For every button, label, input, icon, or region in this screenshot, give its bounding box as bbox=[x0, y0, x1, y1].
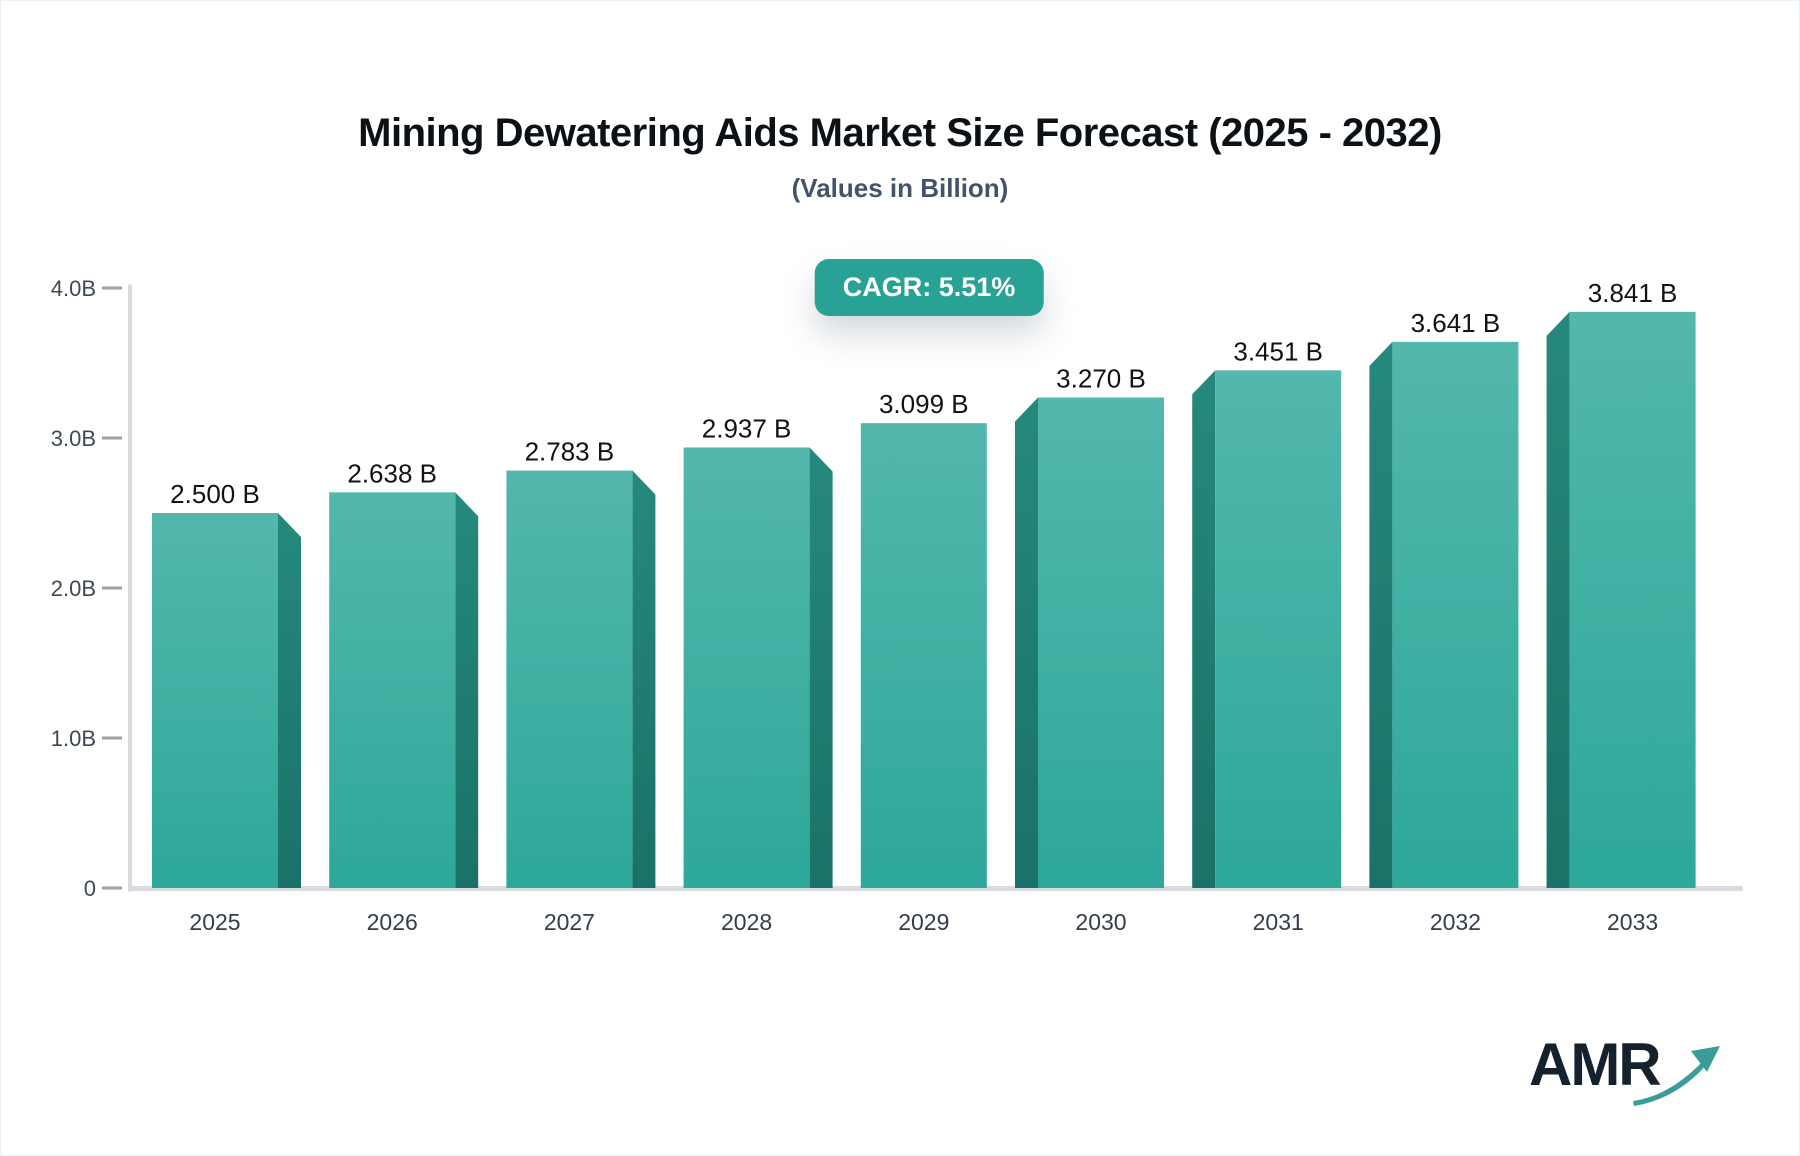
x-tick-label: 2029 bbox=[898, 909, 949, 935]
amr-logo-arrow-swoosh bbox=[1633, 1060, 1707, 1106]
bar bbox=[1215, 370, 1342, 889]
bar bbox=[1569, 311, 1696, 889]
y-tick-label: 2.0B bbox=[51, 576, 96, 601]
bar-side bbox=[278, 513, 301, 888]
bar-side bbox=[1015, 397, 1038, 888]
bar-value-label: 3.451 B bbox=[1233, 336, 1323, 366]
bar-value-label: 2.638 B bbox=[347, 458, 437, 488]
bar-side bbox=[1546, 311, 1570, 889]
x-tick-label: 2025 bbox=[189, 909, 240, 935]
y-tick-label: 0 bbox=[84, 876, 96, 901]
x-tick-label: 2027 bbox=[544, 909, 595, 935]
bar-side bbox=[455, 492, 479, 888]
bar bbox=[683, 447, 810, 888]
cagr-badge: CAGR: 5.51% bbox=[814, 259, 1044, 316]
bar bbox=[506, 470, 633, 888]
bar-side bbox=[632, 470, 656, 888]
x-tick-label: 2028 bbox=[721, 909, 772, 935]
x-tick-label: 2033 bbox=[1607, 909, 1658, 935]
y-tick-dash bbox=[102, 436, 122, 440]
bar-value-label: 2.500 B bbox=[170, 479, 260, 509]
y-tick-dash bbox=[102, 586, 122, 590]
x-tick-label: 2032 bbox=[1430, 909, 1481, 935]
amr-logo: AMR bbox=[1529, 1031, 1720, 1106]
y-tick-dash bbox=[102, 736, 122, 740]
bar-value-label: 3.641 B bbox=[1411, 308, 1501, 338]
bar-value-label: 3.841 B bbox=[1588, 278, 1678, 308]
amr-logo-arrow-head-icon bbox=[1691, 1046, 1720, 1072]
bar-side bbox=[1369, 341, 1393, 889]
chart-subtitle: (Values in Billion) bbox=[791, 173, 1009, 203]
bar-side bbox=[809, 447, 833, 888]
amr-logo-text: AMR bbox=[1529, 1031, 1661, 1098]
bar-value-label: 3.099 B bbox=[879, 389, 969, 419]
y-tick-dash bbox=[102, 886, 122, 890]
y-tick-label: 3.0B bbox=[51, 426, 96, 451]
bar bbox=[152, 513, 278, 888]
y-tick-label: 1.0B bbox=[51, 726, 96, 751]
bar-value-label: 3.270 B bbox=[1056, 364, 1146, 394]
chart-title: Mining Dewatering Aids Market Size Forec… bbox=[358, 111, 1442, 155]
x-tick-label: 2026 bbox=[367, 909, 418, 935]
y-tick-label: 4.0B bbox=[51, 276, 96, 301]
bar bbox=[1038, 397, 1164, 888]
bar-value-label: 2.937 B bbox=[702, 413, 792, 443]
y-tick-dash bbox=[102, 286, 122, 290]
bar bbox=[329, 492, 456, 888]
bar bbox=[860, 423, 987, 888]
x-tick-label: 2030 bbox=[1075, 909, 1126, 935]
bar-value-label: 2.783 B bbox=[525, 437, 615, 467]
x-tick-label: 2031 bbox=[1253, 909, 1304, 935]
bar-side bbox=[1192, 370, 1216, 889]
y-axis-line bbox=[128, 284, 132, 892]
bar bbox=[1392, 341, 1519, 889]
